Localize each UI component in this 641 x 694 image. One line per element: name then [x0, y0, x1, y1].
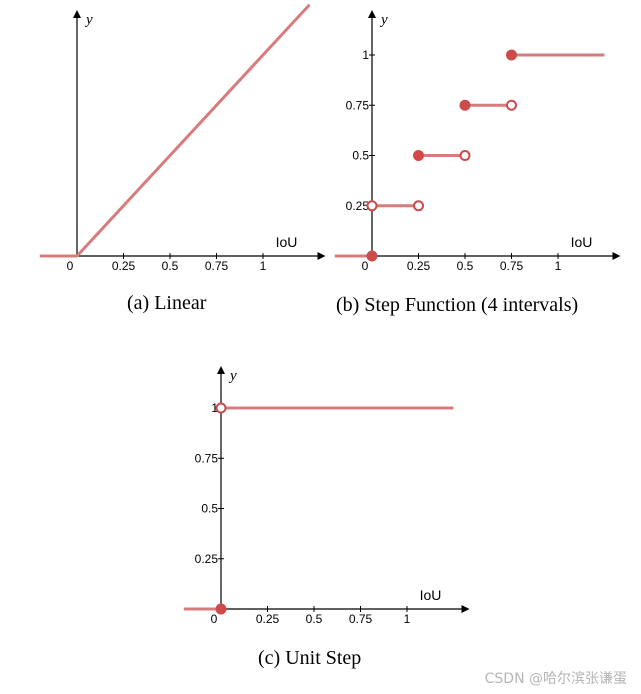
open-point-marker: [459, 150, 471, 161]
x-tick-label: 0.5: [162, 259, 179, 273]
y-tick-label: 0.25: [346, 199, 370, 213]
y-tick-label: 0.25: [195, 552, 219, 566]
y-tick-label: 1: [362, 48, 369, 62]
x-tick-label: 0.75: [205, 259, 229, 273]
x-axis-arrow: [317, 252, 326, 260]
x-axis-label: IoU: [276, 234, 298, 250]
open-point-marker: [506, 99, 517, 111]
y-axis-label: y: [84, 12, 93, 28]
y-axis-label: y: [228, 368, 237, 384]
x-tick-label: 0: [67, 259, 74, 273]
filled-point-marker: [506, 49, 517, 61]
x-tick-label: 0.25: [407, 259, 431, 273]
watermark: CSDN @哈尔滨张谦蛋: [484, 671, 627, 687]
x-tick-label: 0.75: [349, 612, 373, 626]
y-axis-label: y: [379, 12, 388, 28]
x-tick-label: 0.25: [112, 259, 136, 273]
filled-point-marker: [366, 250, 378, 262]
filled-point-marker: [215, 603, 227, 615]
x-tick-label: 0.75: [500, 259, 524, 273]
x-tick-label: 1: [260, 259, 267, 273]
x-axis-label: IoU: [420, 587, 442, 603]
caption-linear: (a) Linear: [127, 292, 207, 314]
filled-point-marker: [459, 99, 471, 111]
x-tick-label: 0.5: [306, 612, 323, 626]
open-point-marker: [413, 200, 424, 212]
x-axis-arrow: [612, 252, 621, 260]
x-tick-label: 0: [211, 612, 218, 626]
caption-step: (b) Step Function (4 intervals): [336, 294, 579, 316]
x-tick-label: 0.5: [457, 259, 474, 273]
x-tick-label: 1: [404, 612, 411, 626]
y-tick-label: 0.75: [346, 98, 370, 112]
chart-panel-0: 0 0.25 0.5 0.75 1 IoU y: [39, 3, 326, 273]
caption-unit-step: (c) Unit Step: [258, 647, 362, 669]
x-tick-label: 0: [362, 259, 369, 273]
y-axis-arrow: [73, 10, 81, 18]
y-tick-label: 0.5: [352, 149, 369, 163]
y-axis-arrow: [368, 10, 376, 18]
open-point-marker: [366, 200, 378, 212]
x-axis-label: IoU: [571, 234, 593, 250]
filled-point-marker: [413, 150, 424, 161]
series-segment-1: [75, 3, 311, 258]
y-tick-label: 0.5: [201, 502, 218, 516]
x-tick-label: 0.25: [256, 612, 280, 626]
open-point-marker: [215, 402, 227, 414]
x-axis-arrow: [461, 605, 470, 613]
y-tick-label: 1: [211, 401, 218, 415]
x-tick-label: 1: [555, 259, 562, 273]
y-axis-arrow: [217, 366, 225, 374]
chart-panel-1: 0 0.25 0.5 0.75 1 0.25 0.5 0.75 1 IoU y: [334, 10, 621, 273]
y-tick-label: 0.75: [195, 451, 219, 465]
chart-panel-2: 0 0.25 0.5 0.75 1 0.25 0.5 0.75 1 IoU y: [183, 366, 470, 626]
